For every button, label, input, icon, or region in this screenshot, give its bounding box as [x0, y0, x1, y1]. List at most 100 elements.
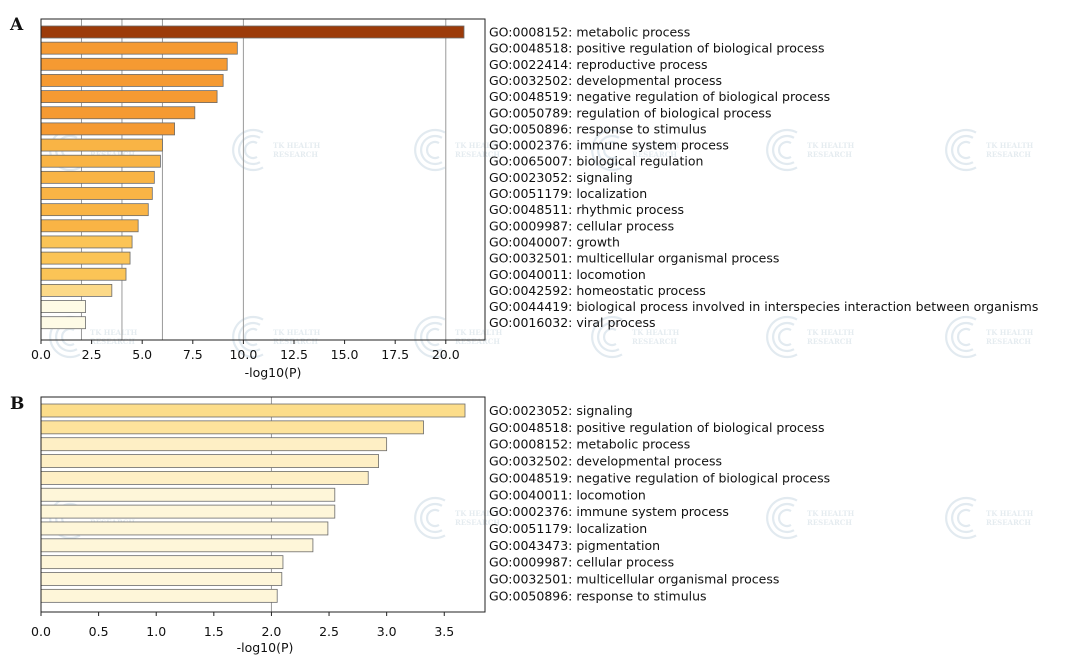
- watermark-arc: [232, 315, 264, 359]
- watermark-arc: [238, 321, 261, 353]
- x-tick-label-a-2: 5.0: [132, 347, 152, 362]
- category-label-a-7: GO:0002376: immune system process: [489, 138, 729, 153]
- watermark-arc: [778, 508, 792, 528]
- x-tick-label-b-2: 1.0: [146, 624, 166, 639]
- watermark-text-top: TK HEALTH: [273, 141, 321, 150]
- bar-a-2: [40, 57, 228, 71]
- category-label-b-9: GO:0009987: cellular process: [489, 555, 674, 570]
- watermark-text-top: TK HEALTH: [90, 328, 138, 337]
- category-label-a-4: GO:0048519: negative regulation of biolo…: [489, 89, 830, 104]
- watermark-arc: [778, 327, 792, 347]
- watermark-arc: [420, 321, 443, 353]
- watermark-text-bottom: RESEARCH: [455, 518, 500, 527]
- bar-b-5: [40, 487, 336, 502]
- bar-a-3: [40, 74, 224, 87]
- watermark-arc: [772, 321, 795, 353]
- category-label-a-2: GO:0022414: reproductive process: [489, 57, 708, 72]
- bar-a-0: [40, 25, 465, 39]
- watermark-arc: [603, 140, 617, 160]
- category-label-a-11: GO:0048511: rhythmic process: [489, 202, 684, 217]
- category-label-b-4: GO:0048519: negative regulation of biolo…: [489, 470, 830, 485]
- bar-b-11: [40, 588, 278, 603]
- watermark-arc: [957, 327, 971, 347]
- category-label-a-10: GO:0051179: localization: [489, 186, 647, 201]
- category-label-a-3: GO:0032502: developmental process: [489, 73, 722, 88]
- category-label-a-12: GO:0009987: cellular process: [489, 218, 674, 233]
- bar-b-8: [40, 538, 314, 553]
- bar-b-7: [40, 521, 329, 536]
- watermark-text-bottom: RESEARCH: [807, 150, 852, 159]
- watermark-arc: [426, 508, 440, 528]
- bar-a-7: [40, 138, 163, 152]
- watermark-text-bottom: RESEARCH: [632, 337, 677, 346]
- watermark-arc: [61, 327, 75, 347]
- category-label-b-6: GO:0002376: immune system process: [489, 504, 729, 519]
- bar-a-14: [40, 251, 131, 265]
- bar-a-6: [40, 122, 175, 136]
- x-tick-label-a-5: 12.5: [280, 347, 308, 362]
- bar-a-5: [40, 106, 196, 120]
- x-axis-title-a: -log10(P): [245, 365, 302, 380]
- bar-b-0: [40, 403, 466, 418]
- bar-a-10: [40, 187, 153, 200]
- bar-a-15: [40, 267, 127, 281]
- watermark-arc: [603, 327, 617, 347]
- watermark-text-bottom: RESEARCH: [455, 150, 500, 159]
- bar-b-3: [40, 454, 379, 468]
- x-tick-label-b-3: 1.5: [204, 624, 224, 639]
- bar-b-1: [40, 420, 424, 435]
- x-axis-title-b: -log10(P): [237, 640, 294, 655]
- bar-a-12: [40, 219, 139, 233]
- category-label-b-11: GO:0050896: response to stimulus: [489, 588, 707, 603]
- watermark-arc: [420, 134, 443, 166]
- watermark-arc: [766, 496, 798, 540]
- category-label-a-15: GO:0040011: locomotion: [489, 267, 646, 282]
- watermark-text-top: TK HEALTH: [455, 509, 503, 518]
- watermark-text-bottom: RESEARCH: [986, 150, 1031, 159]
- bar-a-11: [40, 203, 149, 217]
- category-label-a-1: GO:0048518: positive regulation of biolo…: [489, 41, 824, 56]
- watermark-text-top: TK HEALTH: [807, 509, 855, 518]
- x-tick-label-a-0: 0.0: [31, 347, 51, 362]
- bar-a-1: [40, 41, 238, 55]
- bar-a-8: [40, 154, 161, 168]
- watermark-text-bottom: RESEARCH: [273, 150, 318, 159]
- bar-b-6: [40, 504, 336, 519]
- category-label-a-13: GO:0040007: growth: [489, 234, 620, 249]
- watermark-arc: [945, 496, 977, 540]
- bar-a-17: [40, 300, 86, 313]
- plot-frame-a: [40, 18, 486, 341]
- category-label-b-0: GO:0023052: signaling: [489, 403, 633, 418]
- watermark-arc: [426, 140, 440, 160]
- watermark-arc: [238, 134, 261, 166]
- watermark-arc: [772, 502, 795, 534]
- watermark-text-bottom: RESEARCH: [986, 337, 1031, 346]
- panel-letter-b: B: [10, 394, 24, 414]
- bar-a-13: [40, 235, 133, 249]
- chart-panel-a: GO:0008152: metabolic processGO:0048518:…: [31, 18, 1038, 380]
- category-label-a-18: GO:0016032: viral process: [489, 315, 656, 330]
- category-label-a-16: GO:0042592: homeostatic process: [489, 283, 706, 298]
- watermark-text-bottom: RESEARCH: [90, 150, 135, 159]
- watermark-text-top: TK HEALTH: [986, 509, 1034, 518]
- bar-a-4: [40, 90, 218, 103]
- x-tick-label-b-4: 2.0: [261, 624, 281, 639]
- watermark-arc: [951, 134, 974, 166]
- watermark-arc: [957, 508, 971, 528]
- x-tick-label-a-4: 10.0: [229, 347, 257, 362]
- watermark-arc: [945, 128, 977, 172]
- bar-b-4: [40, 470, 369, 485]
- x-tick-label-a-6: 15.0: [331, 347, 359, 362]
- category-label-b-1: GO:0048518: positive regulation of biolo…: [489, 420, 824, 435]
- category-label-b-3: GO:0032502: developmental process: [489, 454, 722, 469]
